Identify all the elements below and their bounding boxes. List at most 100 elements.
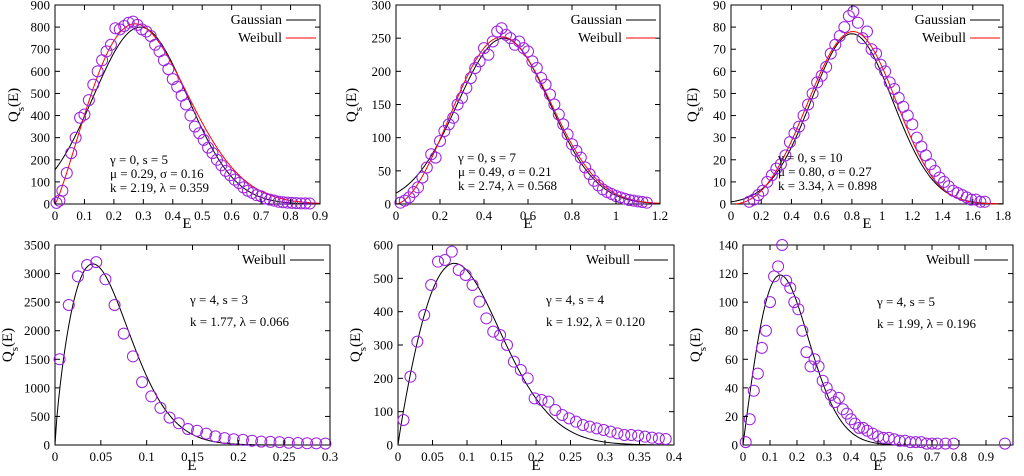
x-tick-label: 0.2 <box>789 449 805 464</box>
y-tick-label: 40 <box>725 380 738 395</box>
y-ticks: 0 50 100 150 200 250 300 <box>372 0 660 212</box>
data-point <box>590 422 603 435</box>
data-point <box>181 423 194 435</box>
data-points <box>743 5 991 208</box>
annotation-weibull-fit: k = 1.77, λ = 0.066 <box>190 314 289 329</box>
data-point <box>126 350 139 363</box>
data-point <box>193 127 206 140</box>
y-tick-label: 40 <box>713 108 726 123</box>
y-tick-label: 0 <box>44 438 51 453</box>
annotation-params: γ = 0, s = 5 <box>109 152 168 167</box>
y-axis-label: Qs(E) <box>344 88 365 122</box>
data-point <box>109 22 122 35</box>
data-point <box>438 254 451 266</box>
data-point <box>197 133 210 146</box>
data-point <box>264 435 277 448</box>
x-ticks: 0 0.1 0.2 0.3 0.4 0.5 0.6 0.7 0.8 0.9 <box>740 245 994 464</box>
y-tick-label: 300 <box>372 0 392 13</box>
data-point <box>145 390 158 403</box>
x-tick-label: 0.05 <box>421 449 444 464</box>
x-tick-label: 0.2 <box>106 208 122 223</box>
data-point <box>53 353 66 366</box>
y-tick-label: 600 <box>374 238 394 253</box>
annotation-weibull-fit: k = 1.92, λ = 0.120 <box>546 314 645 329</box>
data-point <box>268 194 281 207</box>
annotation-gaussian-fit: μ = 0.80, σ = 0.27 <box>778 164 872 179</box>
data-point <box>557 118 570 131</box>
data-point <box>517 42 530 55</box>
data-point <box>136 376 149 389</box>
data-point <box>561 128 574 141</box>
x-tick-label: 0.4 <box>783 208 800 223</box>
data-point <box>747 193 760 206</box>
x-tick-label: 0.3 <box>322 449 338 464</box>
x-tick-label: 0 <box>393 208 400 223</box>
data-point <box>743 413 756 426</box>
data-point <box>273 436 286 449</box>
data-point <box>397 414 410 426</box>
x-tick-label: 0 <box>395 449 402 464</box>
data-point <box>438 125 451 138</box>
data-point <box>576 419 589 431</box>
data-point <box>459 269 472 281</box>
panel-gamma4-s5: 0 0.1 0.2 0.3 0.4 0.5 0.6 0.7 0.8 0.9 0 20 40 60 80 10… <box>688 238 1014 474</box>
x-tick-label: 0.25 <box>273 449 296 464</box>
x-tick-label: 0.4 <box>666 449 683 464</box>
legend-gaussian-label: Gaussian <box>231 13 282 28</box>
data-point <box>772 260 785 273</box>
data-point <box>861 424 874 437</box>
data-point <box>929 164 941 177</box>
data-point <box>755 341 768 354</box>
x-tick-label: 0.3 <box>597 449 613 464</box>
data-point <box>60 167 73 180</box>
data-point <box>491 25 504 38</box>
data-point <box>784 281 797 294</box>
data-point <box>442 118 455 131</box>
x-tick-label: 0.3 <box>135 208 151 223</box>
data-point <box>482 48 495 61</box>
data-point <box>906 118 919 131</box>
x-tick-label: 0 <box>728 208 735 223</box>
data-point <box>469 62 482 75</box>
x-tick-label: 0.6 <box>224 208 241 223</box>
data-point <box>845 413 857 426</box>
data-point <box>65 147 78 160</box>
y-tick-label: 80 <box>725 323 738 338</box>
data-point <box>857 421 870 434</box>
data-point <box>473 295 486 308</box>
data-point <box>432 255 445 268</box>
data-point <box>879 65 892 78</box>
data-point <box>770 162 783 175</box>
legend: Weibull <box>926 253 1008 268</box>
data-point <box>281 196 294 209</box>
data-point <box>250 189 263 202</box>
x-tick-label: 0.2 <box>432 208 448 223</box>
data-point <box>779 149 792 162</box>
data-point <box>507 355 520 368</box>
annotation-weibull-fit: k = 1.99, λ = 0.196 <box>877 316 976 331</box>
data-point <box>828 396 841 409</box>
x-ticks: 0 0.05 0.1 0.15 0.2 0.25 0.3 <box>52 245 338 464</box>
data-point <box>418 309 431 321</box>
data-point <box>180 98 193 111</box>
panel-gamma0-s10: 0 0.2 0.4 0.6 0.8 1 1.2 1.4 1.6 1.8 0 10 20 30 40 50 60… <box>685 0 1011 232</box>
data-point <box>820 60 833 73</box>
data-point <box>464 71 477 84</box>
y-ticks: 0 100 200 300 400 500 600 <box>374 238 674 453</box>
x-tick-label: 0.8 <box>282 208 298 223</box>
data-point <box>108 299 121 311</box>
data-point <box>618 429 631 441</box>
data-point <box>478 42 490 55</box>
data-point <box>604 425 617 438</box>
data-point <box>301 437 314 450</box>
panel-gamma0-s7: 0 0.2 0.4 0.6 0.8 1 1.2 0 50 100 150 200 250 300 E Q… <box>344 0 668 232</box>
data-point <box>933 171 946 184</box>
x-axis-label: E <box>862 216 871 232</box>
data-points <box>53 256 332 450</box>
x-tick-label: 0.35 <box>628 449 651 464</box>
data-point <box>218 432 231 445</box>
data-point <box>816 374 829 387</box>
data-point <box>445 245 458 258</box>
data-point <box>412 181 424 194</box>
y-tick-label: 100 <box>374 404 394 419</box>
